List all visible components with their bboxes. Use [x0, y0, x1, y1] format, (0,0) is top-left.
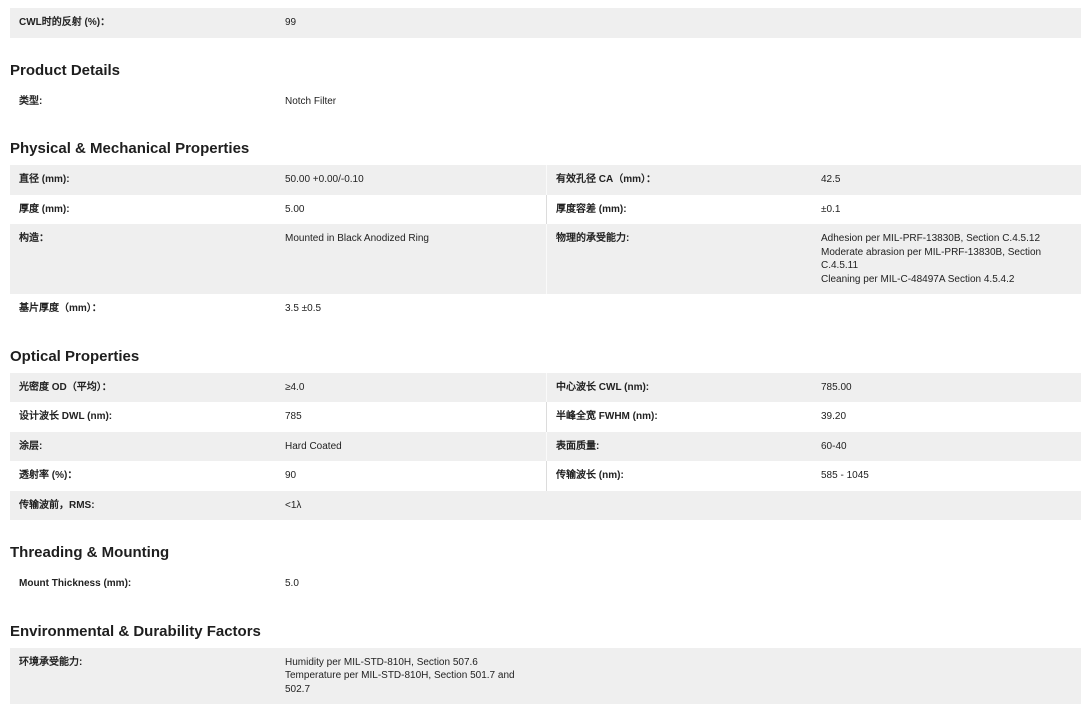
value-line: Notch Filter: [285, 96, 336, 107]
value-line: 5.0: [285, 578, 299, 589]
value-line: 39.20: [821, 411, 846, 422]
value-line: 502.7: [285, 684, 310, 695]
spec-value: 3.5 ±0.5: [276, 294, 546, 324]
section-title: Optical Properties: [10, 324, 1081, 373]
value-line: Cleaning per MIL-C-48497A Section 4.5.4.…: [821, 274, 1014, 285]
spec-value: 5.00: [276, 195, 546, 225]
spec-label: 厚度 (mm):: [10, 195, 276, 225]
section-title: Threading & Mounting: [10, 520, 1081, 569]
spec-value: 90: [276, 461, 546, 491]
spec-label: 环境承受能力:: [10, 648, 276, 704]
value-line: ≥4.0: [285, 382, 304, 393]
spec-value: 99: [276, 8, 546, 38]
value-line: 5.00: [285, 204, 304, 215]
spec-row: 设计波长 DWL (nm): 785 半峰全宽 FWHM (nm): 39.20: [10, 402, 1081, 432]
value-line: 785.00: [821, 382, 852, 393]
spec-label: 物理的承受能力:: [546, 224, 812, 294]
spec-label: 半峰全宽 FWHM (nm):: [546, 402, 812, 432]
spec-label: 传输波前，RMS:: [10, 491, 276, 521]
spec-value: 5.0: [276, 569, 546, 599]
spec-value: 39.20: [812, 402, 1081, 432]
section-title: Physical & Mechanical Properties: [10, 116, 1081, 165]
value-line: <1λ: [285, 500, 301, 511]
value-line: 50.00 +0.00/-0.10: [285, 174, 364, 185]
value-line: 785: [285, 411, 302, 422]
spec-label: 传输波长 (nm):: [546, 461, 812, 491]
spec-row: 厚度 (mm): 5.00 厚度容差 (mm): ±0.1: [10, 195, 1081, 225]
spec-row: 直径 (mm): 50.00 +0.00/-0.10 有效孔径 CA（mm）： 42.…: [10, 165, 1081, 195]
spec-row: 构造： Mounted in Black Anodized Ring 物理的承受能力…: [10, 224, 1081, 294]
value-line: Adhesion per MIL-PRF-13830B, Section C.4…: [821, 233, 1040, 244]
value-line: 42.5: [821, 174, 840, 185]
spec-row: 传输波前，RMS: <1λ: [10, 491, 1081, 521]
value-line: Humidity per MIL-STD-810H, Section 507.6: [285, 657, 478, 668]
spec-row: Mount Thickness (mm): 5.0: [10, 569, 1081, 599]
spec-label: 涂层:: [10, 432, 276, 462]
section-title: Product Details: [10, 38, 1081, 87]
spec-value: 50.00 +0.00/-0.10: [276, 165, 546, 195]
spec-row: 涂层: Hard Coated 表面质量: 60-40: [10, 432, 1081, 462]
spec-value: 42.5: [812, 165, 1081, 195]
spec-value: 60-40: [812, 432, 1081, 462]
value-line: Hard Coated: [285, 441, 342, 452]
spec-row: 光密度 OD（平均）： ≥4.0 中心波长 CWL (nm): 785.00: [10, 373, 1081, 403]
value-line: C.4.5.11: [821, 260, 858, 271]
spec-row: 基片厚度（mm）： 3.5 ±0.5: [10, 294, 1081, 324]
value-line: Moderate abrasion per MIL-PRF-13830B, Se…: [821, 247, 1041, 258]
spec-value: <1λ: [276, 491, 546, 521]
value-line: 90: [285, 470, 296, 481]
spec-value: 785.00: [812, 373, 1081, 403]
spec-value: Humidity per MIL-STD-810H, Section 507.6…: [276, 648, 546, 704]
value-line: 99: [285, 17, 296, 28]
section-title: Environmental & Durability Factors: [10, 599, 1081, 648]
spec-label: 表面质量:: [546, 432, 812, 462]
spec-row: 环境承受能力:Humidity per MIL-STD-810H, Sectio…: [10, 648, 1081, 704]
spec-value: 585 - 1045: [812, 461, 1081, 491]
spec-label: 透射率 (%)：: [10, 461, 276, 491]
spec-value: 785: [276, 402, 546, 432]
spec-label: 基片厚度（mm）：: [10, 294, 276, 324]
spec-value: Notch Filter: [276, 87, 546, 117]
spec-label: 设计波长 DWL (nm):: [10, 402, 276, 432]
spec-label: 中心波长 CWL (nm):: [546, 373, 812, 403]
value-line: 60-40: [821, 441, 847, 452]
spec-value: Adhesion per MIL-PRF-13830B, Section C.4…: [812, 224, 1081, 294]
value-line: Temperature per MIL-STD-810H, Section 50…: [285, 670, 515, 681]
spec-label: 构造：: [10, 224, 276, 294]
spec-label: Mount Thickness (mm):: [10, 569, 276, 599]
spec-label: 有效孔径 CA（mm）：: [546, 165, 812, 195]
spec-row: CWL时的反射 (%)： 99: [10, 8, 1081, 38]
value-line: Mounted in Black Anodized Ring: [285, 233, 429, 244]
spec-label: CWL时的反射 (%)：: [10, 8, 276, 38]
value-line: 3.5 ±0.5: [285, 303, 321, 314]
value-line: ±0.1: [821, 204, 840, 215]
spec-row: 透射率 (%)： 90 传输波长 (nm): 585 - 1045: [10, 461, 1081, 491]
spec-value: ±0.1: [812, 195, 1081, 225]
spec-label: 类型:: [10, 87, 276, 117]
spec-label: 光密度 OD（平均）：: [10, 373, 276, 403]
spec-label: 厚度容差 (mm):: [546, 195, 812, 225]
spec-value: Hard Coated: [276, 432, 546, 462]
spec-value: ≥4.0: [276, 373, 546, 403]
spec-row: 类型: Notch Filter: [10, 87, 1081, 117]
spec-label: 直径 (mm):: [10, 165, 276, 195]
value-line: 585 - 1045: [821, 470, 869, 481]
spec-value: Mounted in Black Anodized Ring: [276, 224, 546, 294]
